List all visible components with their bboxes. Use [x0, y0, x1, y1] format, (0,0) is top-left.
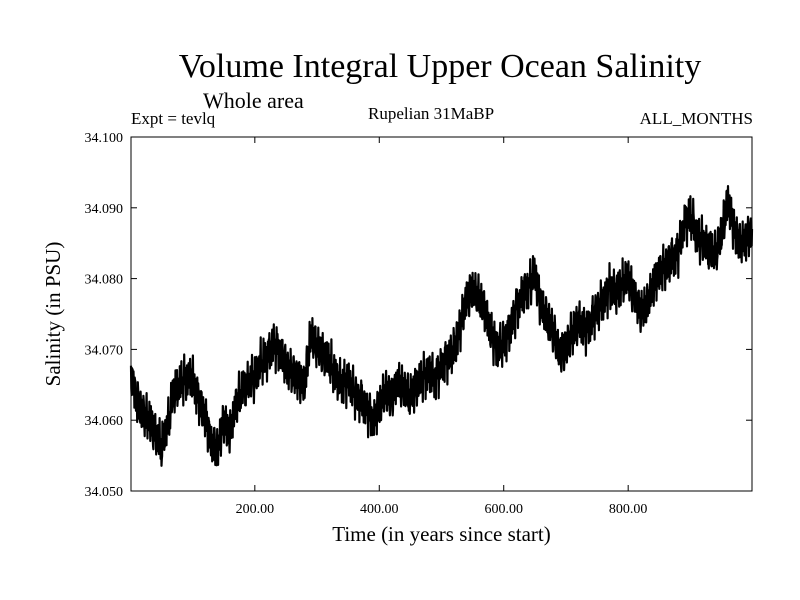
y-axis-title: Salinity (in PSU) — [41, 242, 65, 387]
y-tick-label: 34.070 — [85, 343, 124, 358]
plot-frame — [130, 136, 753, 492]
y-tick-label: 34.060 — [85, 414, 124, 429]
x-tick-label: 400.00 — [360, 502, 399, 517]
experiment-label: Expt = tevlq — [131, 109, 216, 128]
months-label: ALL_MONTHS — [639, 109, 753, 128]
x-tick-label: 800.00 — [609, 502, 648, 517]
y-tick-label: 34.090 — [85, 202, 124, 217]
x-axis-title: Time (in years since start) — [332, 522, 551, 546]
y-tick-label: 34.080 — [85, 273, 124, 288]
y-tick-label: 34.050 — [85, 485, 124, 500]
x-tick-label: 600.00 — [484, 502, 523, 517]
x-tick-label: 200.00 — [236, 502, 275, 517]
period-label: Rupelian 31MaBP — [368, 104, 495, 123]
y-tick-label: 34.100 — [85, 131, 124, 146]
chart-subtitle: Whole area — [203, 88, 304, 113]
chart-title: Volume Integral Upper Ocean Salinity — [178, 48, 702, 85]
salinity-series-line — [129, 185, 754, 467]
